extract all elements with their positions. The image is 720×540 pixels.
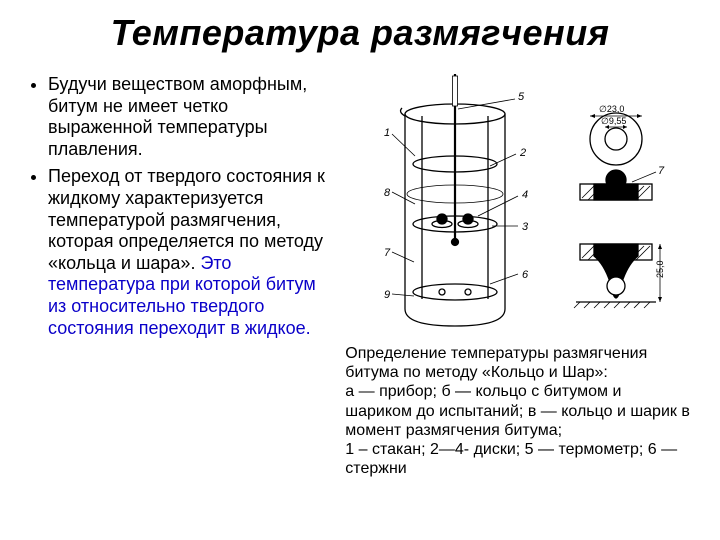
figure-caption: Определение температуры размягчения биту… [345,344,690,478]
svg-text:5: 5 [518,91,525,103]
slide: Температура размягчения Будучи веществом… [0,0,720,540]
ring-ball-drawing: ∅23,0 ∅9,55 [556,104,676,334]
svg-text:2: 2 [519,147,526,159]
svg-text:3: 3 [522,221,529,233]
bullet-text: Будучи веществом аморфным, битум не имее… [48,74,307,159]
svg-text:∅23,0: ∅23,0 [599,104,624,114]
bullet-item: Будучи веществом аморфным, битум не имее… [48,74,335,160]
svg-text:7: 7 [384,247,391,259]
svg-text:6: 6 [522,269,529,281]
figure-column: 1 8 7 9 5 2 4 3 6 [345,74,690,478]
bullet-column: Будучи веществом аморфным, битум не имее… [30,74,335,478]
svg-text:9: 9 [384,289,390,301]
svg-text:7: 7 [658,165,665,177]
svg-text:8: 8 [384,187,391,199]
bullet-text: Переход от твердого состояния к жидкому … [48,166,325,272]
bullet-item: Переход от твердого состояния к жидкому … [48,166,335,339]
svg-text:4: 4 [522,189,528,201]
svg-text:1: 1 [384,127,390,139]
svg-text:25,0: 25,0 [655,260,665,278]
figure: 1 8 7 9 5 2 4 3 6 [345,74,690,336]
content-row: Будучи веществом аморфным, битум не имее… [30,74,690,478]
bullet-list: Будучи веществом аморфным, битум не имее… [30,74,335,339]
svg-text:∅9,55: ∅9,55 [601,116,626,126]
slide-title: Температура размягчения [30,12,690,54]
apparatus-drawing: 1 8 7 9 5 2 4 3 6 [360,74,550,334]
